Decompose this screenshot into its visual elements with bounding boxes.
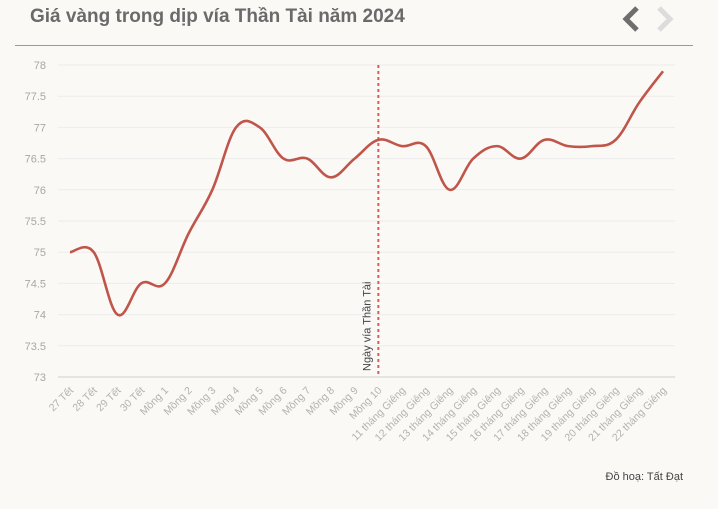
x-tick-label: 29 Tết	[94, 385, 123, 414]
y-tick-label: 73	[34, 372, 46, 384]
x-tick-label: 28 Tết	[70, 385, 99, 414]
y-tick-label: 76.5	[25, 154, 46, 166]
header-divider	[15, 45, 693, 46]
y-tick-label: 74.5	[25, 278, 46, 290]
x-tick-label: 27 Tết	[47, 385, 76, 414]
credit-text: Đồ hoạ: Tất Đạt	[605, 471, 683, 483]
page-title: Giá vàng trong dịp vía Thần Tài năm 2024	[30, 6, 405, 27]
chevron-right-icon[interactable]	[652, 4, 676, 34]
y-axis-ticks: 73 73.5 74 74.5 75 75.5 76 76.5 77 77.5 78	[25, 60, 46, 384]
y-tick-label: 74	[34, 310, 46, 322]
y-tick-label: 77	[34, 122, 46, 134]
chart-grid	[58, 64, 675, 378]
series-line	[69, 70, 665, 317]
y-tick-label: 75	[34, 247, 46, 259]
chevron-left-icon[interactable]	[620, 4, 644, 34]
y-tick-label: 73.5	[25, 341, 46, 353]
y-tick-label: 76	[34, 185, 46, 197]
series-layer	[69, 70, 665, 317]
annotation: Ngày vía Thần Tài	[361, 65, 380, 377]
y-tick-label: 77.5	[25, 91, 46, 103]
y-tick-label: 75.5	[25, 216, 46, 228]
y-tick-label: 78	[34, 60, 46, 72]
annotation-label: Ngày vía Thần Tài	[361, 282, 373, 371]
